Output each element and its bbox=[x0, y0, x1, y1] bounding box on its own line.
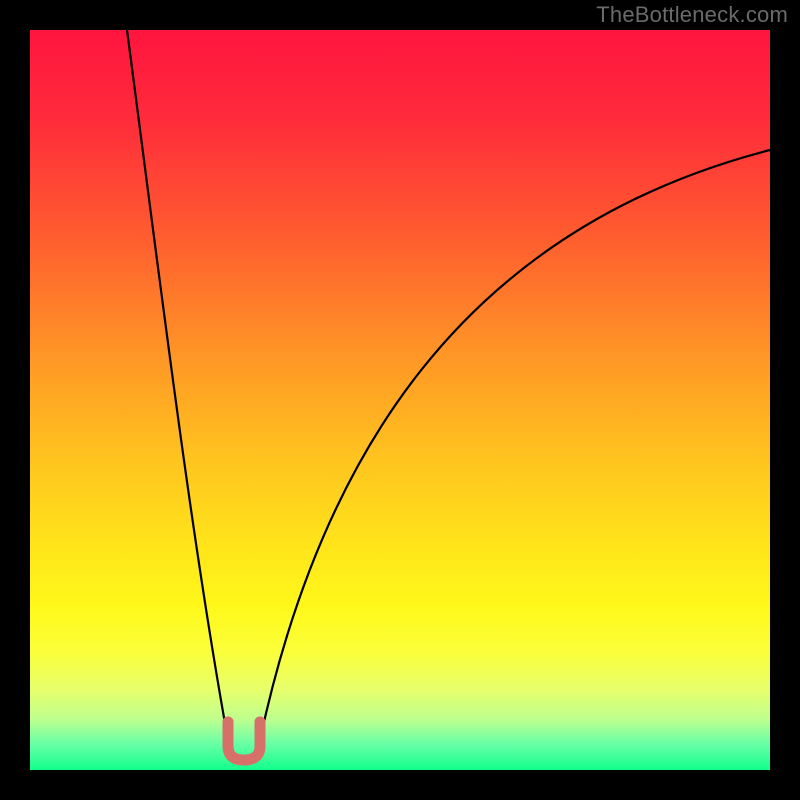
cusp-marker-dot-left bbox=[223, 717, 234, 728]
curve-left-branch bbox=[127, 30, 228, 740]
chart-container: TheBottleneck.com bbox=[0, 0, 800, 800]
curve-right-branch bbox=[260, 150, 770, 740]
plot-area bbox=[30, 30, 770, 770]
curve-overlay bbox=[30, 30, 770, 770]
cusp-marker-dot-right bbox=[255, 717, 266, 728]
cusp-marker-u bbox=[228, 722, 260, 760]
watermark-text: TheBottleneck.com bbox=[596, 2, 788, 28]
